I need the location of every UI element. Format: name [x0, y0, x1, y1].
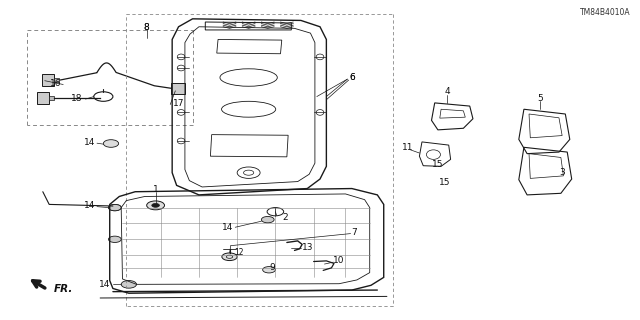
- Circle shape: [222, 253, 237, 260]
- Text: 6: 6: [349, 73, 355, 82]
- Text: 8: 8: [144, 23, 150, 32]
- Text: TM84B4010A: TM84B4010A: [580, 8, 631, 17]
- Text: 14: 14: [99, 280, 110, 289]
- Text: 14: 14: [84, 138, 95, 147]
- Polygon shape: [171, 83, 185, 94]
- Text: 6: 6: [349, 73, 355, 82]
- Polygon shape: [37, 92, 49, 104]
- Polygon shape: [54, 78, 59, 82]
- Text: 3: 3: [559, 168, 565, 177]
- Text: 12: 12: [234, 248, 244, 258]
- Text: 14: 14: [222, 223, 234, 232]
- Polygon shape: [49, 96, 54, 100]
- Text: 4: 4: [445, 87, 451, 96]
- Polygon shape: [42, 74, 54, 86]
- Text: 14: 14: [84, 202, 95, 211]
- Text: 7: 7: [351, 228, 356, 237]
- Circle shape: [108, 204, 121, 211]
- Circle shape: [121, 281, 136, 288]
- Circle shape: [108, 236, 121, 243]
- Text: 16: 16: [50, 79, 61, 88]
- Text: 15: 15: [432, 160, 444, 169]
- Circle shape: [152, 204, 159, 207]
- Circle shape: [108, 204, 121, 211]
- Text: 1: 1: [153, 185, 159, 194]
- Circle shape: [261, 216, 274, 223]
- Text: FR.: FR.: [54, 284, 73, 294]
- Text: 11: 11: [402, 143, 413, 152]
- Circle shape: [262, 267, 275, 273]
- Text: 18: 18: [71, 94, 83, 103]
- Circle shape: [103, 140, 118, 147]
- Text: 17: 17: [173, 99, 184, 108]
- Circle shape: [147, 201, 164, 210]
- Text: 2: 2: [282, 212, 288, 221]
- Text: 10: 10: [333, 256, 345, 265]
- Text: 8: 8: [144, 23, 150, 32]
- Text: 9: 9: [269, 263, 275, 272]
- Text: 15: 15: [438, 178, 450, 187]
- Text: 13: 13: [301, 243, 313, 252]
- Text: 5: 5: [537, 94, 543, 103]
